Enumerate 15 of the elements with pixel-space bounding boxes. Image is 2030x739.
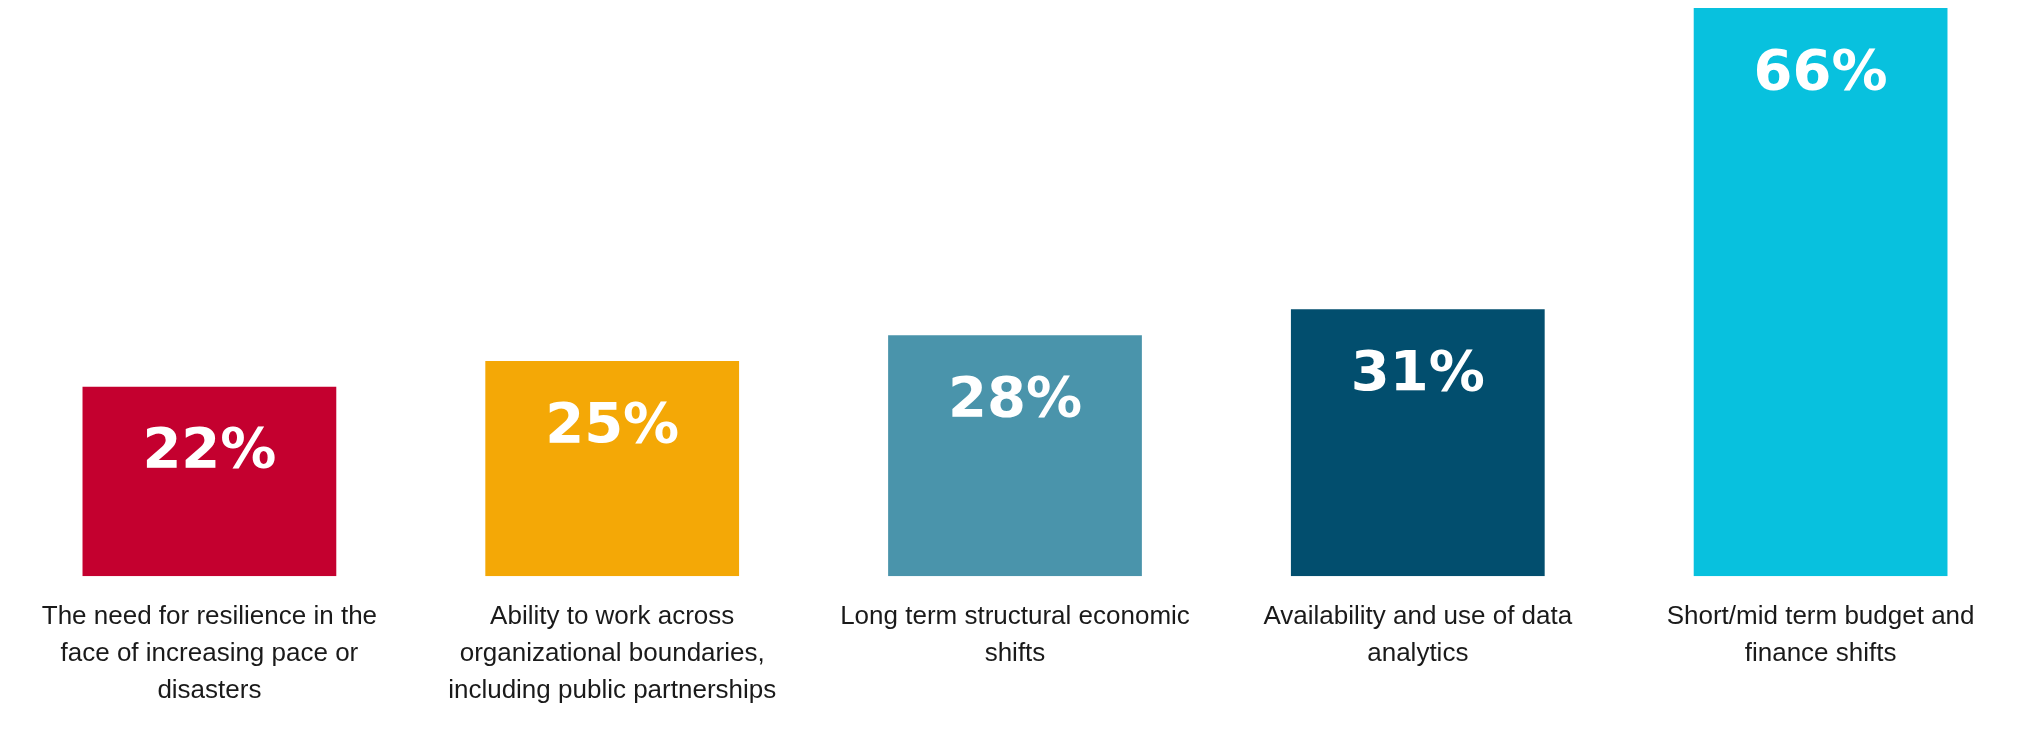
bar: [485, 361, 740, 577]
x-tick-label: Short/mid term budget and finance shifts: [1666, 599, 1975, 667]
data-label: 22%: [142, 415, 277, 481]
x-tick-label: Long term structural economic shifts: [840, 599, 1190, 667]
bar: [1290, 309, 1545, 577]
bar: [888, 335, 1142, 577]
x-tick-label: Availability and use of data analytics: [1263, 599, 1573, 667]
data-label: 25%: [545, 389, 680, 455]
bar: [1693, 8, 1948, 577]
data-label: 66%: [1753, 36, 1888, 102]
x-tick-label: The need for resilience in the face of increasing pace or disasters: [41, 599, 378, 704]
data-label: 31%: [1350, 337, 1485, 403]
bar: [82, 386, 337, 577]
data-label: 28%: [947, 363, 1083, 429]
x-tick-label: Ability to work across organizational boundaries, including public partnerships: [448, 599, 777, 704]
